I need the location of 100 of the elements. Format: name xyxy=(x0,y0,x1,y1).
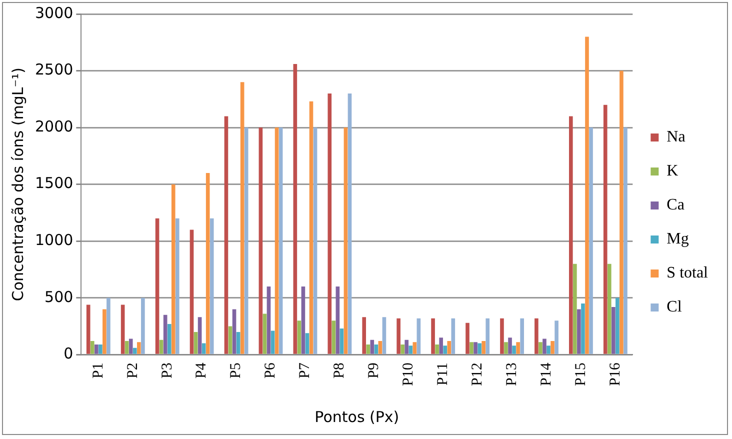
bar xyxy=(120,304,125,354)
bar xyxy=(482,341,486,354)
bar xyxy=(620,70,624,354)
bar xyxy=(374,344,378,354)
bar xyxy=(516,342,520,354)
legend-label: Na xyxy=(666,128,686,146)
bar xyxy=(155,218,160,354)
bar xyxy=(512,346,516,354)
bar xyxy=(589,128,593,354)
bar xyxy=(124,341,129,354)
bar xyxy=(175,218,180,354)
bar xyxy=(486,318,490,354)
bar xyxy=(520,318,524,354)
bar xyxy=(581,304,585,354)
bar xyxy=(542,338,546,354)
bar xyxy=(612,306,616,354)
bar xyxy=(466,322,470,354)
bar xyxy=(190,230,194,354)
x-tick-label: P14 xyxy=(538,362,554,386)
bar xyxy=(293,64,298,354)
bar xyxy=(340,328,344,354)
bar xyxy=(624,128,628,354)
bar xyxy=(206,172,210,354)
y-tick-label: 1500 xyxy=(34,174,74,192)
bar xyxy=(443,346,448,354)
y-axis-title: Concentração dos íons (mgL⁻¹) xyxy=(8,68,27,302)
bar xyxy=(309,101,314,354)
bar xyxy=(159,340,164,354)
x-axis-title: Pontos (Px) xyxy=(314,408,400,426)
bar xyxy=(332,320,336,354)
bar xyxy=(102,309,106,354)
bar xyxy=(478,343,482,354)
bar xyxy=(412,342,417,354)
bar xyxy=(348,93,352,354)
x-tick-label: P15 xyxy=(572,362,589,386)
bar xyxy=(301,286,306,354)
bar xyxy=(106,298,110,354)
bar xyxy=(98,344,102,354)
legend-label: S total xyxy=(666,264,709,282)
bar xyxy=(202,343,206,354)
bar xyxy=(378,341,382,354)
x-tick-label: P13 xyxy=(504,362,520,386)
bar xyxy=(132,348,137,354)
bar xyxy=(336,286,340,354)
bar xyxy=(171,184,176,354)
bar xyxy=(396,318,400,354)
bar xyxy=(508,338,512,354)
legend-label: K xyxy=(666,162,679,180)
bar xyxy=(274,128,279,354)
bar xyxy=(370,340,374,354)
bar xyxy=(439,338,443,354)
bar xyxy=(86,304,90,354)
bar xyxy=(262,314,267,354)
bar xyxy=(573,264,577,354)
legend-label: Ca xyxy=(666,196,684,214)
bar xyxy=(616,298,620,354)
y-tick-label: 0 xyxy=(64,344,74,363)
x-tick-label: P6 xyxy=(262,362,279,378)
bar xyxy=(244,128,248,354)
bar xyxy=(228,326,232,354)
bar xyxy=(305,333,310,354)
bar xyxy=(194,332,198,354)
bar xyxy=(447,341,452,354)
x-tick-label: P11 xyxy=(435,362,452,386)
x-tick-label: P1 xyxy=(90,362,106,378)
bar xyxy=(328,93,332,354)
bar xyxy=(167,324,172,354)
y-tick-label: 1000 xyxy=(34,230,74,249)
bar xyxy=(504,342,508,354)
bar xyxy=(382,317,386,354)
x-tick-label: P10 xyxy=(400,362,417,386)
bar xyxy=(408,346,413,354)
bar xyxy=(400,344,404,354)
bar xyxy=(546,346,550,354)
y-tick-label: 500 xyxy=(44,288,74,306)
bar xyxy=(435,344,439,354)
x-tick-label: P7 xyxy=(297,362,314,378)
bar xyxy=(404,340,409,354)
bar xyxy=(470,342,474,354)
bar xyxy=(232,309,236,354)
bar xyxy=(431,318,435,354)
x-tick-label: P5 xyxy=(228,362,244,378)
y-tick-label: 2000 xyxy=(34,117,74,136)
bar xyxy=(210,218,214,354)
x-tick-label: P4 xyxy=(194,362,210,378)
bar xyxy=(90,341,94,354)
legend-label: Cl xyxy=(666,298,682,316)
bar xyxy=(163,314,168,354)
bar xyxy=(270,330,275,354)
x-tick-label: P8 xyxy=(332,362,348,378)
bar xyxy=(344,128,348,354)
bar xyxy=(266,286,271,354)
bar xyxy=(577,309,581,354)
legend-label: Mg xyxy=(666,230,689,248)
bar xyxy=(603,104,608,354)
x-tick-label: P9 xyxy=(366,362,382,378)
bar xyxy=(554,320,558,354)
bar xyxy=(534,318,538,354)
bar xyxy=(258,128,263,354)
bar xyxy=(94,344,98,354)
